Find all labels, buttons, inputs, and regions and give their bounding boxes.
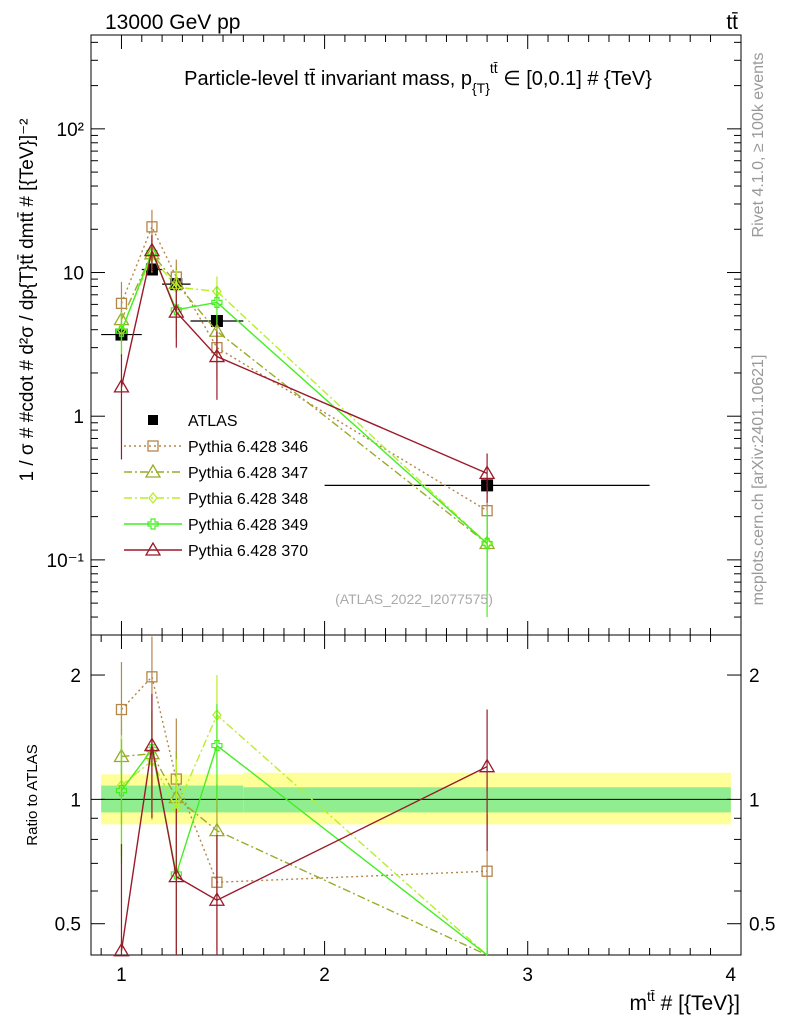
x-axis-label: mtt̄ # [{TeV}] — [629, 988, 740, 1015]
x-axis-label-post: # [{TeV}] — [655, 992, 740, 1015]
plot-title-pre: Particle-level tt̄ invariant mass, p — [184, 68, 472, 90]
ratio-data-point — [115, 785, 128, 797]
ratio-data-point — [113, 942, 130, 957]
x-tick-label: 3 — [522, 965, 533, 986]
legend-label: ATLAS — [188, 413, 238, 430]
plot-title-sub: {T} — [472, 80, 490, 96]
main-y-tick-label: 10² — [57, 120, 84, 141]
plot-title-sup: tt̄ — [490, 60, 498, 76]
main-y-tick-label: 1 — [73, 407, 84, 428]
ratio-y-tick-label: 1 — [70, 790, 81, 811]
ratio-data-point — [208, 891, 226, 906]
plot-title: Particle-level tt̄ invariant mass, p{T}t… — [184, 60, 652, 96]
x-axis-label-sup: tt̄ — [647, 988, 655, 1004]
ratio-y-tick-label-right: 0.5 — [749, 915, 775, 936]
ratio-data-point — [143, 737, 161, 752]
ratio-series-pythia-6-428-370 — [113, 693, 496, 957]
ratio-data-point — [211, 739, 223, 752]
ratio-data-point — [481, 865, 493, 877]
analysis-watermark: (ATLAS_2022_I2077575) — [335, 591, 493, 607]
x-tick-label: 1 — [116, 965, 127, 986]
data-point — [115, 325, 128, 337]
legend-marker — [147, 518, 159, 530]
header-process: tt̄ — [726, 11, 738, 34]
ratio-y-tick-label: 2 — [70, 666, 81, 687]
x-axis-label-pre: m — [629, 992, 647, 1015]
data-point — [168, 303, 185, 318]
series-line — [120, 252, 488, 545]
main-y-tick-label: 10 — [63, 264, 84, 285]
legend-marker — [144, 463, 162, 478]
legend-label: Pythia 6.428 348 — [188, 491, 308, 508]
legend-marker — [147, 440, 159, 452]
series-pythia-6-428-370 — [113, 235, 496, 503]
ratio-y-axis-label: Ratio to ATLAS — [24, 744, 41, 845]
mcplots-label: mcplots.cern.ch [arXiv:2401.10621] — [750, 355, 767, 606]
x-tick-label: 2 — [319, 965, 330, 986]
legend-marker — [144, 541, 162, 556]
series-line — [120, 248, 488, 475]
main-y-tick-label: 10⁻¹ — [47, 551, 85, 572]
rivet-version-label: Rivet 4.1.0, ≥ 100k events — [750, 53, 767, 238]
legend: ATLAS Pythia 6.428 346 Pythia 6.428 347 Pyt… — [124, 413, 308, 560]
main-y-axis-label: 1 / σ # #cdot # d²σ / dp{T}tt̄ dmtt̄ # [… — [17, 118, 38, 481]
data-point — [113, 378, 130, 393]
legend-marker — [148, 491, 158, 505]
ratio-y-tick-label-right: 1 — [749, 790, 760, 811]
ratio-data-point — [146, 671, 158, 683]
ratio-series-line — [120, 745, 488, 951]
legend-marker — [148, 415, 158, 425]
main-panel: 10⁻¹ 1 10 10² — [47, 34, 742, 636]
ratio-y-tick-label: 0.5 — [55, 915, 81, 936]
ratio-series-line — [120, 675, 488, 883]
ratio-data-point — [478, 758, 496, 773]
ratio-frame — [90, 634, 742, 956]
legend-label: Pythia 6.428 370 — [188, 543, 308, 560]
data-point — [146, 221, 158, 233]
data-point — [478, 465, 496, 480]
legend-label: Pythia 6.428 347 — [188, 465, 308, 482]
ratio-data-point — [168, 868, 185, 883]
data-point — [211, 296, 223, 308]
x-tick-label: 4 — [726, 965, 737, 986]
ratio-y-tick-label-right: 2 — [749, 666, 760, 687]
ratio-panel: 0.5 0.5 1 1 2 2 1 2 3 4 — [55, 634, 775, 986]
header-energy: 13000 GeV pp — [105, 11, 240, 34]
series-line — [120, 254, 488, 545]
legend-label: Pythia 6.428 346 — [188, 439, 308, 456]
legend-label: Pythia 6.428 349 — [188, 517, 308, 534]
data-point — [143, 242, 161, 257]
data-point — [481, 537, 493, 550]
data-point — [208, 348, 226, 363]
plot-title-post: ∈ [0,0.1] # {TeV} — [498, 68, 653, 90]
